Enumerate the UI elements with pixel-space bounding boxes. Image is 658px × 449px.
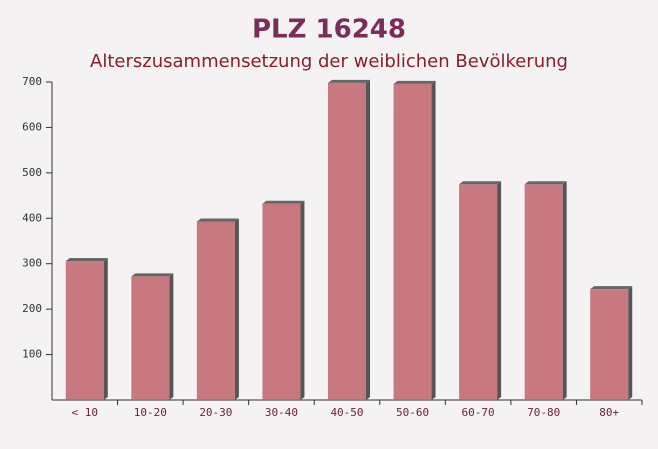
bar-shadow	[366, 79, 370, 400]
bar-shadow	[103, 257, 108, 400]
bar	[196, 221, 235, 400]
bar-shadow	[393, 80, 436, 84]
bar-shadow	[234, 218, 239, 400]
x-tick-label: 70-80	[527, 406, 560, 419]
bar	[524, 184, 563, 400]
y-tick-label: 600	[22, 120, 42, 133]
bar	[328, 82, 366, 400]
bar-shadow	[300, 200, 305, 400]
bar-shadow	[524, 181, 567, 185]
chart-subtitle: Alterszusammensetzung der weiblichen Bev…	[90, 51, 568, 72]
bar	[590, 289, 629, 400]
bar-shadow	[562, 181, 567, 400]
bar	[393, 83, 432, 401]
x-tick-label: 80+	[599, 406, 619, 419]
y-tick-label: 400	[22, 211, 42, 224]
bar-shadow	[497, 181, 502, 400]
chart-title: PLZ 16248	[252, 15, 406, 45]
y-tick-label: 300	[22, 257, 42, 270]
bar-shadow	[65, 257, 108, 261]
x-tick-label: 50-60	[396, 406, 429, 419]
bar-shadow	[628, 286, 633, 400]
bar	[459, 184, 498, 400]
bar-shadow	[196, 218, 239, 222]
y-tick-label: 700	[22, 75, 42, 88]
y-tick-label: 100	[22, 348, 42, 361]
bar-shadow	[169, 273, 174, 400]
x-tick-label: 60-70	[462, 406, 495, 419]
bar-shadow	[590, 286, 633, 290]
x-tick-label: 20-30	[199, 406, 232, 419]
bar-shadow	[131, 273, 174, 277]
bar	[262, 203, 301, 400]
x-tick-label: 30-40	[265, 406, 298, 419]
bar	[65, 260, 104, 400]
y-tick-label: 500	[22, 166, 42, 179]
bar-shadow	[262, 200, 305, 204]
bar-shadow	[459, 181, 502, 185]
bar-shadow	[328, 79, 370, 83]
x-tick-label: 40-50	[330, 406, 363, 419]
x-tick-label: 10-20	[134, 406, 167, 419]
x-tick-label: < 10	[72, 406, 99, 419]
bar	[131, 276, 170, 400]
bar-shadow	[431, 80, 436, 401]
y-tick-label: 200	[22, 302, 42, 315]
